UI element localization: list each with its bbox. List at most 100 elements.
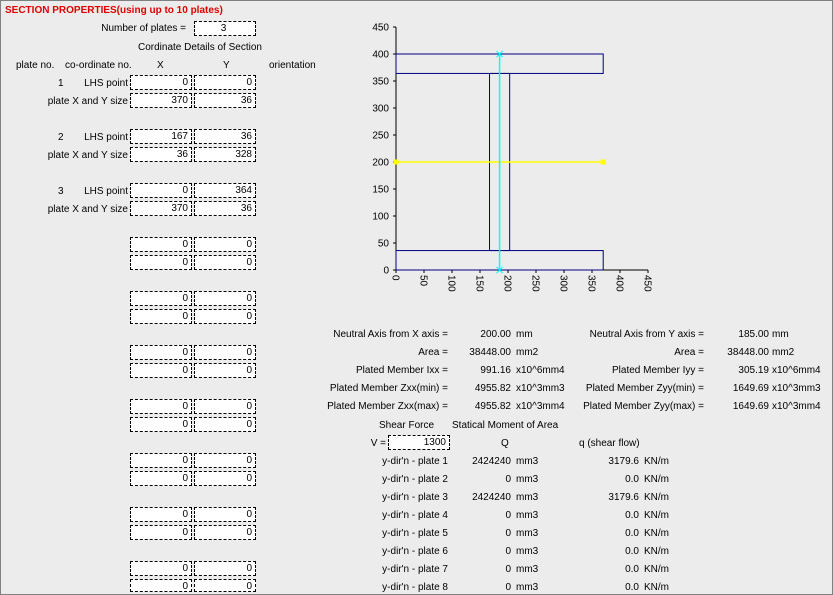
result-unit: mm2 — [516, 347, 539, 358]
plate-number: 1 — [58, 78, 64, 89]
y-tick-label: 450 — [372, 23, 389, 34]
result-label: Plated Member Zxx(max) = — [327, 401, 448, 412]
plate-1-lhs-x[interactable]: 0 — [130, 75, 192, 90]
shear-v-label: V = — [370, 438, 386, 449]
shear-q-value: 2424240 — [472, 492, 511, 503]
plate-2-lhs-y[interactable]: 36 — [194, 129, 256, 144]
plate-2-lhs-x[interactable]: 167 — [130, 129, 192, 144]
num-plates-input[interactable]: 3 — [194, 21, 256, 36]
result-label-y: Plated Member Zyy(max) = — [583, 401, 704, 412]
result-label: Plated Member Zxx(min) = — [329, 383, 448, 394]
plate-3-size-x[interactable]: 370 — [130, 201, 192, 216]
empty-plate-cell[interactable]: 0 — [194, 579, 256, 592]
coord-heading: Cordinate Details of Section — [138, 42, 262, 53]
plate-1-size-y[interactable]: 36 — [194, 93, 256, 108]
empty-plate-cell[interactable]: 0 — [130, 363, 192, 378]
plate-2-size-y[interactable]: 328 — [194, 147, 256, 162]
plate-3-lhs-y[interactable]: 364 — [194, 183, 256, 198]
empty-plate-cell[interactable]: 0 — [130, 237, 192, 252]
shear-row-label: y-dir'n - plate 1 — [382, 456, 448, 467]
empty-plate-cell[interactable]: 0 — [194, 561, 256, 576]
empty-plate-cell[interactable]: 0 — [130, 471, 192, 486]
result-unit: x10^3mm4 — [516, 401, 565, 412]
empty-plate-cell[interactable]: 0 — [194, 399, 256, 414]
empty-plate-cell[interactable]: 0 — [130, 525, 192, 540]
x-tick-label: 350 — [586, 275, 597, 292]
plate-3-lhs-x[interactable]: 0 — [130, 183, 192, 198]
shear-flow-value: 0.0 — [625, 582, 639, 593]
x-tick-label: 100 — [446, 275, 457, 292]
empty-plate-cell[interactable]: 0 — [130, 255, 192, 270]
shear-flow-unit: KN/m — [644, 510, 669, 521]
statical-moment-header: Statical Moment of Area — [452, 420, 559, 431]
empty-plate-cell[interactable]: 0 — [194, 309, 256, 324]
y-tick-label: 400 — [372, 50, 389, 61]
neutral-axis-x-marker — [393, 159, 399, 165]
empty-plate-cell[interactable]: 0 — [194, 291, 256, 306]
shear-q-unit: mm3 — [516, 510, 539, 521]
result-value-y: 1649.69 — [732, 383, 769, 394]
plate-2-size-x[interactable]: 36 — [130, 147, 192, 162]
plate-1-lhs-y[interactable]: 0 — [194, 75, 256, 90]
shear-q-unit: mm3 — [516, 564, 539, 575]
empty-plate-cell[interactable]: 0 — [194, 471, 256, 486]
plate-number: 2 — [58, 132, 64, 143]
plate-1-size-x[interactable]: 370 — [130, 93, 192, 108]
x-tick-label: 300 — [558, 275, 569, 292]
result-value: 38448.00 — [469, 347, 511, 358]
empty-plate-cell[interactable]: 0 — [194, 363, 256, 378]
header-coord-no: co-ordinate no. — [65, 60, 132, 71]
empty-plate-cell[interactable]: 0 — [194, 453, 256, 468]
empty-plate-cell[interactable]: 0 — [130, 453, 192, 468]
plate-3-size-y[interactable]: 36 — [194, 201, 256, 216]
result-unit-y: x10^6mm4 — [772, 365, 821, 376]
result-unit: mm — [516, 329, 533, 340]
shear-row-label: y-dir'n - plate 7 — [382, 564, 448, 575]
result-label-y: Neutral Axis from Y axis = — [589, 329, 704, 340]
shear-v-input[interactable]: 1300 — [388, 435, 450, 450]
result-value-y: 1649.69 — [732, 401, 769, 412]
result-unit: x10^6mm4 — [516, 365, 565, 376]
x-tick-label: 200 — [502, 275, 513, 292]
result-unit: x10^3mm3 — [516, 383, 565, 394]
result-unit-y: x10^3mm3 — [772, 383, 821, 394]
result-value: 4955.82 — [474, 401, 511, 412]
y-tick-label: 350 — [372, 77, 389, 88]
result-value-y: 185.00 — [738, 329, 769, 340]
result-label: Neutral Axis from X axis = — [333, 329, 448, 340]
header-orientation: orientation — [269, 60, 316, 71]
empty-plate-cell[interactable]: 0 — [194, 237, 256, 252]
empty-plate-cell[interactable]: 0 — [130, 291, 192, 306]
y-tick-label: 250 — [372, 131, 389, 142]
empty-plate-cell[interactable]: 0 — [130, 417, 192, 432]
shear-row-label: y-dir'n - plate 3 — [382, 492, 448, 503]
empty-plate-cell[interactable]: 0 — [130, 579, 192, 592]
shear-flow-value: 0.0 — [625, 564, 639, 575]
empty-plate-cell[interactable]: 0 — [130, 309, 192, 324]
empty-plate-cell[interactable]: 0 — [130, 399, 192, 414]
shear-q-value: 0 — [505, 582, 511, 593]
y-tick-label: 0 — [383, 266, 389, 277]
empty-plate-cell[interactable]: 0 — [194, 255, 256, 270]
shear-q-unit: mm3 — [516, 546, 539, 557]
shear-flow-unit: KN/m — [644, 564, 669, 575]
neutral-axis-x-marker — [600, 159, 606, 165]
empty-plate-cell[interactable]: 0 — [130, 345, 192, 360]
empty-plate-cell[interactable]: 0 — [130, 507, 192, 522]
result-value-y: 305.19 — [738, 365, 769, 376]
shear-q-unit: mm3 — [516, 492, 539, 503]
shear-q-unit: mm3 — [516, 528, 539, 539]
result-label-y: Plated Member Zyy(min) = — [585, 383, 704, 394]
empty-plate-cell[interactable]: 0 — [130, 561, 192, 576]
empty-plate-cell[interactable]: 0 — [194, 417, 256, 432]
empty-plate-cell[interactable]: 0 — [194, 345, 256, 360]
shear-flow-label: q (shear flow) — [579, 438, 640, 449]
empty-plate-cell[interactable]: 0 — [194, 507, 256, 522]
q-label: Q — [501, 438, 509, 449]
y-tick-label: 150 — [372, 185, 389, 196]
shear-row-label: y-dir'n - plate 5 — [382, 528, 448, 539]
empty-plate-cell[interactable]: 0 — [194, 525, 256, 540]
x-tick-label: 450 — [642, 275, 653, 292]
lhs-point-label: LHS point — [84, 132, 128, 143]
